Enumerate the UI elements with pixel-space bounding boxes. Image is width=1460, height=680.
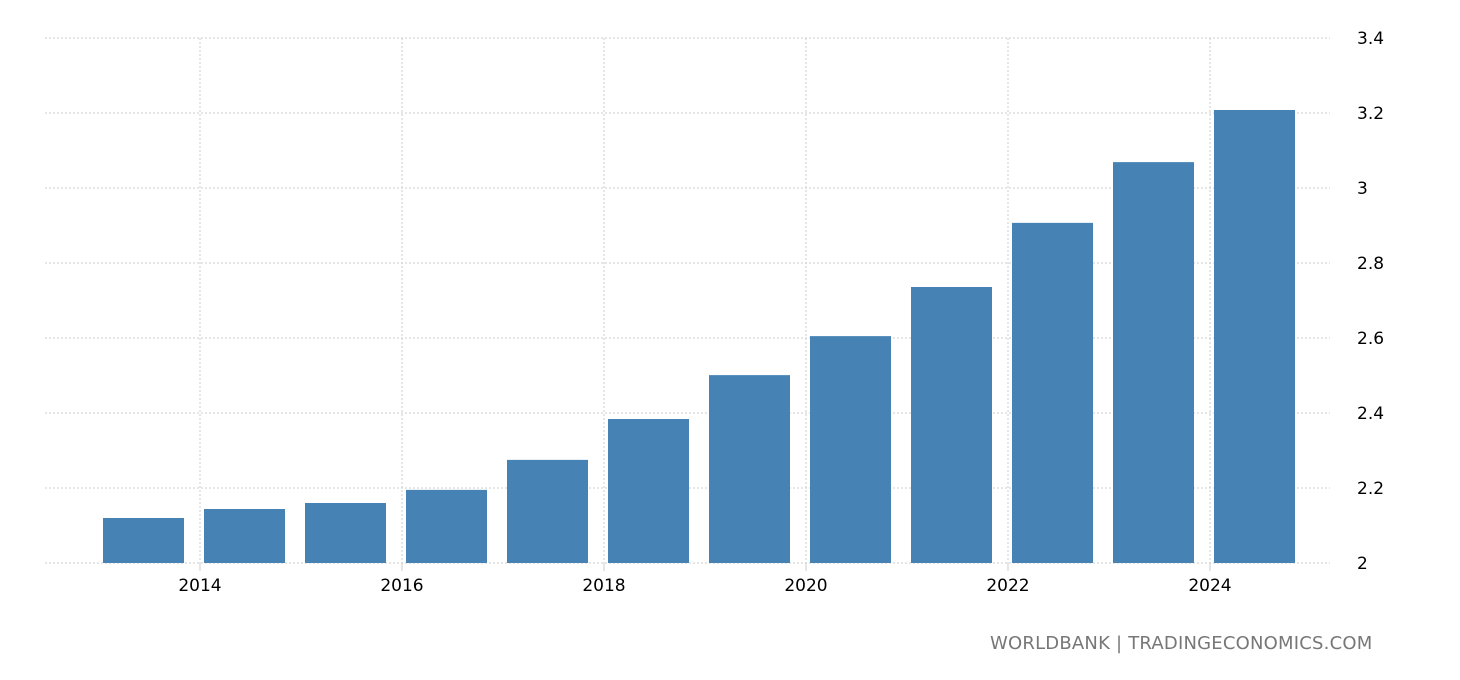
bar-2017: [507, 459, 588, 563]
bar-2019: [709, 375, 790, 563]
y-tick-label: 2: [1357, 554, 1368, 574]
bar-2023: [1113, 162, 1194, 563]
bar-2020: [810, 336, 891, 563]
bar-2018: [608, 419, 689, 563]
source-credit: WORLDBANK | TRADINGECONOMICS.COM: [990, 633, 1373, 654]
y-tick-label: 3: [1357, 179, 1368, 199]
x-tick-label: 2016: [380, 576, 423, 596]
bar-2022: [1012, 222, 1093, 563]
y-tick-label: 2.4: [1357, 404, 1384, 424]
y-tick-label: 2.2: [1357, 479, 1384, 499]
bar-2014: [204, 509, 285, 563]
x-tick-label: 2022: [986, 576, 1029, 596]
y-tick-label: 3.4: [1357, 29, 1384, 49]
y-tick-label: 3.2: [1357, 104, 1384, 124]
y-tick-label: 2.6: [1357, 329, 1384, 349]
bar-2024: [1214, 110, 1295, 563]
bar-2015: [305, 503, 386, 563]
bar-2016: [406, 489, 487, 563]
bar-2013: [103, 518, 184, 563]
x-tick-label: 2024: [1188, 576, 1231, 596]
x-tick-label: 2014: [178, 576, 221, 596]
x-tick-label: 2020: [784, 576, 827, 596]
bar-2021: [911, 287, 992, 563]
x-tick-label: 2018: [582, 576, 625, 596]
y-tick-label: 2.8: [1357, 254, 1384, 274]
